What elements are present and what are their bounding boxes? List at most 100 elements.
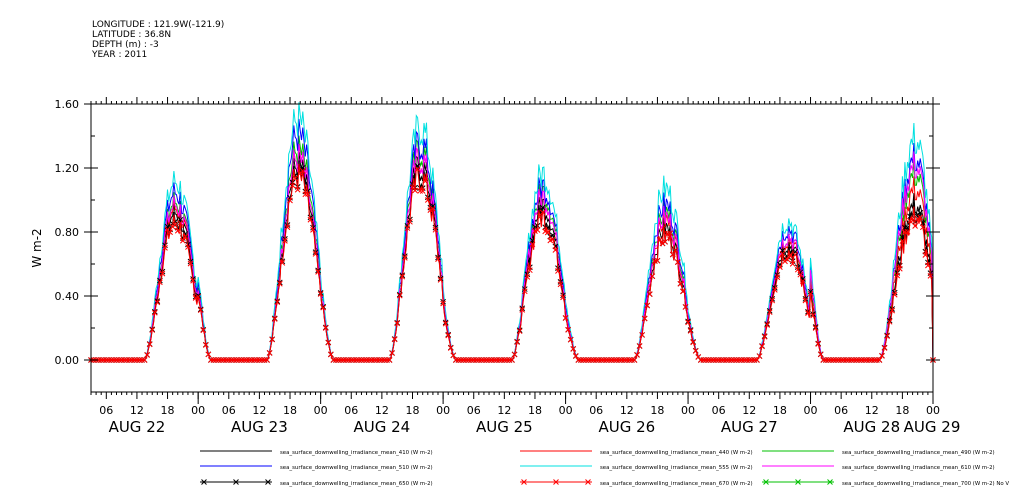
x-hour-label: 12: [130, 404, 144, 417]
y-tick-label: 0.00: [55, 354, 80, 367]
x-hour-label: 18: [895, 404, 909, 417]
x-hour-label: 00: [926, 404, 940, 417]
series-4: [91, 102, 934, 361]
series-marker: [807, 288, 814, 295]
series-marker: [251, 357, 258, 363]
series-marker: [493, 357, 500, 363]
series-marker: [914, 216, 921, 222]
x-hour-label: 06: [222, 404, 236, 417]
legend-item: sea_surface_downwelling_irradiance_mean_…: [762, 450, 995, 456]
series-marker: [789, 260, 796, 267]
series-marker: [851, 357, 857, 363]
series-6: [88, 160, 936, 363]
series-marker: [580, 357, 587, 363]
legend-marker: [763, 479, 769, 485]
series-marker: [585, 357, 592, 363]
series-marker: [677, 280, 684, 287]
series-marker: [488, 357, 495, 363]
series-marker: [208, 357, 214, 363]
series-marker: [430, 205, 436, 212]
series-marker: [692, 348, 699, 354]
series-marker: [292, 175, 298, 182]
series-marker: [307, 216, 314, 223]
series-marker: [149, 327, 156, 333]
series-marker: [572, 353, 579, 359]
y-tick-label: 0.40: [55, 290, 80, 303]
x-hour-label: 18: [283, 404, 297, 417]
series-line-1: [91, 143, 934, 361]
series-marker: [299, 168, 306, 174]
series-marker: [590, 357, 597, 363]
series-marker: [771, 287, 778, 293]
series-7: [88, 163, 936, 363]
x-day-label: AUG 28: [843, 418, 900, 436]
series-marker: [118, 357, 125, 363]
series-marker: [95, 357, 102, 363]
series-marker: [447, 345, 454, 351]
series-marker: [246, 357, 253, 363]
series-marker: [708, 357, 714, 363]
series-marker: [284, 224, 291, 231]
series-marker: [879, 353, 885, 359]
series-marker: [481, 357, 487, 363]
series-marker: [601, 357, 607, 363]
series-marker: [519, 307, 526, 313]
year-label: YEAR : 2011: [92, 50, 148, 60]
legend-marker: [233, 479, 239, 485]
series-marker: [634, 352, 640, 358]
series-marker: [822, 357, 829, 363]
series-marker: [501, 357, 508, 363]
series-marker: [641, 315, 648, 322]
series-marker: [200, 327, 207, 334]
series-marker: [884, 333, 890, 340]
series-marker: [514, 339, 520, 346]
series-marker: [807, 290, 814, 297]
x-hour-label: 00: [191, 404, 205, 417]
series-marker: [713, 357, 719, 363]
series-marker: [98, 357, 105, 363]
y-tick-label: 0.80: [55, 226, 80, 239]
series-marker: [287, 197, 293, 204]
series-marker: [381, 357, 388, 363]
x-hour-label: 00: [681, 404, 695, 417]
series-marker: [919, 224, 926, 231]
series-marker: [861, 357, 867, 363]
series-marker: [537, 213, 543, 220]
series-marker: [276, 280, 283, 287]
series-marker: [432, 224, 439, 231]
series-marker: [881, 345, 888, 351]
series-marker: [432, 226, 439, 233]
legend-marker: [521, 479, 527, 485]
series-marker: [269, 336, 276, 343]
series-marker: [496, 357, 503, 363]
series-marker: [912, 223, 918, 229]
series-marker: [220, 357, 227, 363]
series-marker: [504, 357, 510, 363]
series-5: [91, 143, 934, 361]
series-marker: [103, 357, 110, 363]
series-marker: [253, 357, 260, 363]
x-hour-label: 06: [589, 404, 603, 417]
series-marker: [491, 357, 497, 363]
x-day-label: AUG 22: [109, 418, 166, 436]
series-marker: [680, 288, 686, 295]
series-marker: [636, 343, 643, 349]
series-marker: [151, 309, 158, 316]
legend-item: sea_surface_downwelling_irradiance_mean_…: [200, 479, 433, 487]
series-marker: [146, 341, 153, 348]
x-hour-label: 12: [620, 404, 634, 417]
series-marker: [539, 204, 546, 211]
series-marker: [190, 277, 196, 284]
series-marker: [225, 357, 232, 363]
series-marker: [350, 357, 357, 363]
x-hour-label: 00: [804, 404, 818, 417]
series-line-3: [91, 118, 934, 361]
series-marker: [197, 307, 204, 314]
x-day-label: AUG 24: [354, 418, 411, 436]
series-marker: [353, 357, 360, 363]
series-marker: [437, 277, 444, 283]
series-marker: [338, 357, 344, 363]
series-marker: [210, 357, 217, 363]
series-marker: [307, 214, 314, 221]
x-hour-label: 18: [161, 404, 175, 417]
